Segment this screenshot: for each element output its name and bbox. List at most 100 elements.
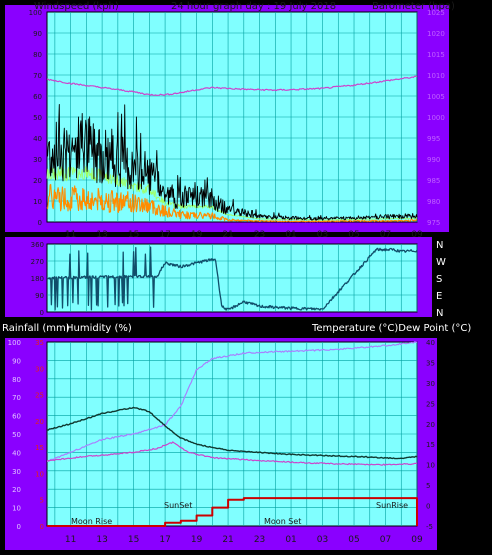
temperature-y-tick: 35	[426, 359, 435, 367]
barometer-series	[46, 75, 418, 97]
wind-y-tick: 60	[33, 93, 42, 101]
wind-y-tick: 70	[33, 72, 42, 80]
humidity-y-ticks: 0 10 20 30 40 50 60 70 80 90 100	[8, 339, 21, 531]
x-tick-label: 21	[222, 230, 233, 240]
direction-y-tick: 270	[31, 258, 44, 266]
rain-y-ticks: 0 5 10 15 20 25 30 35	[35, 339, 44, 531]
wind-axis-title: Windspeed (kph)	[34, 1, 119, 12]
temperature-series	[46, 406, 418, 460]
humidity-y-tick: 60	[12, 413, 21, 421]
x-tick-label: 23	[254, 230, 265, 240]
wind-y-tick: 90	[33, 30, 42, 38]
rain-y-tick: 10	[35, 470, 44, 478]
x-tick-label: 19	[191, 535, 203, 545]
wind-average-series	[46, 183, 418, 223]
lower-x-ticks: 11 13 15 17 19 21 23 01 03 05 07 09	[65, 535, 423, 545]
direction-grid	[47, 244, 418, 312]
compass-label: S	[436, 274, 442, 285]
humidity-y-tick: 50	[12, 431, 21, 439]
rain-y-tick: 15	[35, 444, 44, 452]
wind-y-tick: 100	[29, 9, 42, 17]
temperature-y-tick: -5	[426, 523, 433, 531]
lower-grid	[47, 342, 418, 526]
compass-label: N	[436, 240, 443, 251]
x-tick-label: 01	[285, 535, 296, 545]
barometer-y-tick: 1015	[427, 51, 445, 59]
direction-series	[46, 246, 418, 311]
wind-grid	[47, 12, 418, 222]
x-tick-label: 15	[128, 230, 139, 240]
direction-y-tick: 90	[35, 292, 44, 300]
x-tick-label: 03	[317, 230, 328, 240]
wind-y-tick: 50	[33, 114, 42, 122]
temperature-y-tick: 20	[426, 421, 435, 429]
humidity-y-tick: 90	[12, 357, 21, 365]
barometer-y-tick: 990	[427, 156, 440, 164]
rain-axis-title: Rainfall (mm)	[2, 323, 70, 334]
humidity-y-tick: 30	[12, 468, 21, 476]
wind-y-tick: 0	[38, 219, 42, 227]
x-tick-label: 11	[65, 535, 76, 545]
sunset-label: SunSet	[164, 501, 192, 510]
barometer-y-tick: 975	[427, 219, 440, 227]
wind-x-ticks: 11 13 15 17 19 21 23 01 03 05 07 09	[65, 230, 423, 240]
temperature-y-tick: 30	[426, 380, 435, 388]
wind-gust-series	[46, 104, 418, 221]
compass-label: W	[436, 257, 446, 268]
x-tick-label: 17	[159, 230, 170, 240]
barometer-y-ticks: 975 980 985 990 995 1000 1005 1010 1015 1020 1025	[427, 9, 445, 227]
rain-y-tick: 35	[35, 339, 44, 347]
compass-label: E	[436, 291, 442, 302]
humidity-y-tick: 80	[12, 376, 21, 384]
barometer-y-tick: 1005	[427, 93, 445, 101]
temperature-y-tick: 40	[426, 339, 435, 347]
x-tick-label: 07	[380, 535, 391, 545]
x-tick-label: 05	[348, 535, 359, 545]
wind-y-tick: 20	[33, 177, 42, 185]
direction-y-tick: 360	[31, 241, 44, 249]
barometer-y-tick: 1020	[427, 30, 445, 38]
temperature-y-tick: 5	[426, 482, 430, 490]
moon-set-label: Moon Set	[264, 517, 301, 526]
direction-y-tick: 0	[40, 309, 44, 317]
wind-y-tick: 10	[33, 198, 42, 206]
dew-point-series	[46, 441, 418, 466]
humidity-y-tick: 100	[8, 339, 21, 347]
x-tick-label: 13	[96, 230, 107, 240]
x-tick-label: 09	[411, 535, 423, 545]
barometer-y-tick: 1000	[427, 114, 445, 122]
rain-y-tick: 20	[35, 418, 44, 426]
wind-y-tick: 30	[33, 156, 42, 164]
barometer-y-tick: 985	[427, 177, 440, 185]
barometer-y-tick: 1010	[427, 72, 445, 80]
barometer-axis-title: Barometer (hpa)	[372, 1, 455, 12]
wind-y-ticks: 0 10 20 30 40 50 60 70 80 90 100	[29, 9, 42, 227]
temperature-y-tick: 15	[426, 441, 435, 449]
temperature-y-tick: 0	[426, 503, 430, 511]
temperature-axis-title: Temperature (°C)Dew Point (°C)	[311, 323, 471, 334]
wind-y-tick: 40	[33, 135, 42, 143]
barometer-y-tick: 1025	[427, 9, 445, 17]
humidity-y-tick: 0	[17, 523, 21, 531]
moon-rise-label: Moon Rise	[71, 517, 112, 526]
x-tick-label: 17	[159, 535, 170, 545]
rain-y-tick: 0	[40, 523, 44, 531]
x-tick-label: 23	[254, 535, 265, 545]
temperature-y-tick: 25	[426, 400, 435, 408]
rain-y-tick: 5	[40, 497, 44, 505]
x-tick-label: 05	[348, 230, 359, 240]
lower-series	[46, 341, 418, 527]
x-tick-label: 11	[65, 230, 76, 240]
wind-series	[46, 75, 418, 223]
temperature-y-tick: 10	[426, 462, 435, 470]
x-tick-label: 07	[380, 230, 391, 240]
x-tick-label: 19	[191, 230, 203, 240]
barometer-y-tick: 980	[427, 198, 440, 206]
rain-series	[47, 497, 418, 527]
humidity-series	[47, 341, 418, 462]
x-tick-label: 01	[285, 230, 296, 240]
humidity-axis-title: Humidity (%)	[66, 323, 132, 334]
x-tick-label: 15	[128, 535, 139, 545]
humidity-y-tick: 20	[12, 486, 21, 494]
humidity-y-tick: 40	[12, 449, 21, 457]
